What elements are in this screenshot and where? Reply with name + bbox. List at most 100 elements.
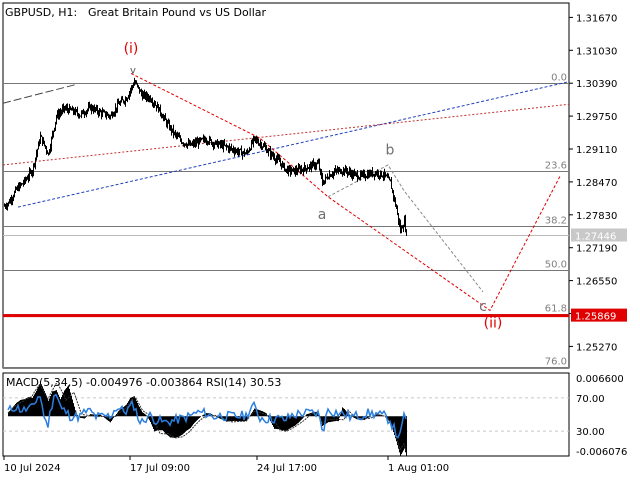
candle-body (298, 167, 299, 172)
candle-body (52, 133, 53, 139)
macd-max-tick: 0.006600 (576, 374, 624, 385)
candle-body (347, 171, 348, 174)
candle-body (304, 165, 305, 172)
candle-body (225, 144, 226, 146)
candle-body (38, 142, 39, 150)
candle-body (157, 104, 158, 109)
candle-body (254, 136, 255, 139)
candle-body (135, 81, 136, 84)
candle-body (320, 169, 321, 171)
candle-body (190, 142, 191, 145)
candle-body (174, 132, 175, 134)
price-tick-label: 1.29750 (576, 112, 617, 123)
candle-body (170, 126, 171, 130)
candle-body (373, 173, 374, 176)
candle-body (266, 147, 267, 153)
candle-body (264, 145, 265, 147)
candle-body (71, 109, 72, 111)
candle-body (26, 178, 27, 180)
time-tick-label: 24 Jul 17:00 (257, 463, 317, 474)
candle-body (210, 138, 211, 140)
candle-body (37, 149, 38, 154)
candle-body (205, 140, 206, 143)
candle-body (54, 128, 55, 132)
candle-body (12, 198, 13, 201)
candle-body (247, 151, 248, 153)
candle-body (84, 113, 85, 115)
candle-body (237, 150, 238, 154)
candle-body (294, 168, 295, 174)
candle-body (139, 87, 140, 92)
candle-body (188, 142, 189, 144)
candle-body (402, 227, 403, 229)
candle-body (253, 138, 254, 143)
candle-body (242, 152, 243, 156)
fibo-level-label: 23.6 (545, 161, 567, 172)
candle-body (227, 146, 228, 148)
candle-body (316, 163, 317, 167)
candle-body (285, 168, 286, 171)
candle-body (384, 172, 385, 177)
support-price-label: 1.25869 (575, 312, 616, 323)
candle-body (30, 171, 31, 173)
candle-body (148, 97, 149, 100)
support-price-box (571, 308, 627, 322)
candle-body (95, 107, 96, 110)
candle-body (105, 111, 106, 116)
candle-body (180, 137, 181, 141)
candle-body (344, 169, 345, 173)
candle-body (163, 116, 164, 119)
candle-body (86, 111, 87, 114)
candle-body (92, 106, 93, 110)
candle-body (76, 109, 77, 111)
candle-body (297, 171, 298, 173)
time-tick-label: 1 Aug 01:00 (388, 463, 449, 474)
candle-body (39, 142, 40, 144)
candle-body (93, 109, 94, 112)
candle-body (21, 183, 22, 185)
candle-body (241, 149, 242, 156)
candle-body (36, 153, 37, 158)
candle-body (303, 169, 304, 172)
candle-body (175, 132, 176, 134)
candle-body (75, 109, 76, 114)
candle-body (127, 98, 128, 101)
candle-body (369, 172, 370, 178)
candle-body (396, 205, 397, 209)
rsi-30-tick: 30.00 (576, 427, 605, 438)
candle-body (289, 167, 290, 169)
candle-body (353, 172, 354, 177)
candle-body (60, 112, 61, 114)
candle-body (117, 102, 118, 110)
candle-body (292, 168, 293, 172)
candle-body (20, 184, 21, 186)
candle-body (234, 150, 235, 153)
candle-body (301, 169, 302, 172)
candle-body (217, 140, 218, 147)
candle-body (66, 107, 67, 109)
candle-body (362, 173, 363, 175)
candle-body (166, 119, 167, 126)
candle-body (269, 150, 270, 152)
wave-label: (ii) (484, 315, 503, 331)
candle-body (50, 147, 51, 152)
candle-body (193, 142, 194, 144)
candle-body (360, 173, 361, 178)
candle-body (143, 94, 144, 99)
candle-body (397, 208, 398, 214)
candle-body (116, 107, 117, 110)
candle-body (7, 204, 8, 207)
candle-body (151, 100, 152, 102)
candle-body (293, 168, 294, 170)
candle-body (78, 113, 79, 117)
candle-body (10, 199, 11, 203)
candle-body (125, 98, 126, 103)
candle-body (85, 113, 86, 115)
candle-body (131, 86, 132, 91)
candle-body (209, 138, 210, 143)
wave-path-grey (327, 164, 484, 293)
candle-body (223, 143, 224, 148)
candle-body (187, 143, 188, 147)
candle-body (311, 164, 312, 169)
